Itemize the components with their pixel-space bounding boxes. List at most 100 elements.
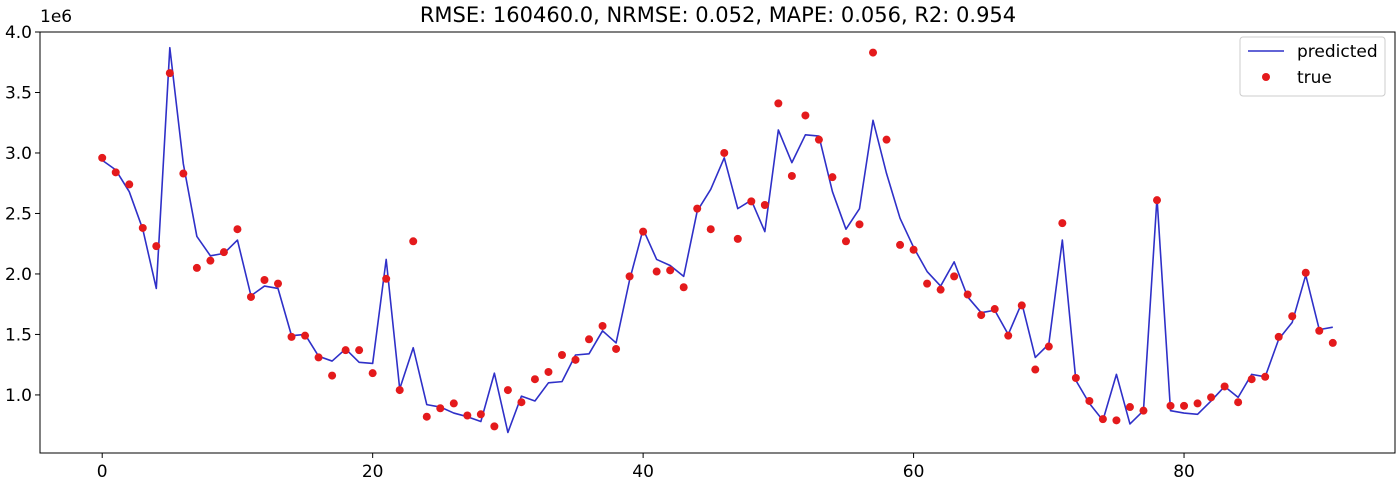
true-point bbox=[274, 279, 282, 288]
true-point bbox=[544, 367, 553, 376]
true-point bbox=[1017, 301, 1026, 310]
true-point bbox=[557, 351, 566, 360]
true-point bbox=[666, 266, 675, 275]
x-tick-label: 0 bbox=[97, 462, 108, 480]
true-point bbox=[368, 369, 377, 378]
true-point bbox=[882, 135, 891, 144]
true-point bbox=[950, 272, 959, 281]
true-point bbox=[98, 153, 107, 162]
legend-predicted-label: predicted bbox=[1297, 42, 1378, 62]
y-tick-label: 3.5 bbox=[5, 83, 32, 103]
true-point bbox=[517, 398, 526, 407]
true-point bbox=[612, 344, 621, 353]
chart-title: RMSE: 160460.0, NRMSE: 0.052, MAPE: 0.05… bbox=[420, 3, 1016, 27]
true-point bbox=[355, 346, 364, 355]
true-point bbox=[1301, 268, 1310, 277]
true-point bbox=[936, 285, 945, 294]
true-point bbox=[463, 411, 472, 420]
legend: predicted true bbox=[1239, 36, 1386, 97]
true-point bbox=[246, 292, 255, 301]
legend-true-label: true bbox=[1297, 68, 1332, 88]
true-point bbox=[1220, 382, 1229, 391]
true-point bbox=[179, 169, 188, 178]
true-point bbox=[125, 180, 134, 189]
true-point bbox=[1328, 338, 1337, 347]
true-point bbox=[598, 321, 607, 330]
true-point bbox=[409, 237, 418, 246]
true-point bbox=[111, 168, 120, 177]
y-tick-label: 1.5 bbox=[5, 325, 32, 345]
true-point bbox=[1031, 365, 1040, 374]
true-point bbox=[733, 234, 742, 243]
y-tick-label: 2.0 bbox=[5, 265, 32, 285]
true-point bbox=[990, 305, 999, 314]
true-point bbox=[1098, 415, 1107, 424]
y-tick-label: 2.5 bbox=[5, 204, 32, 224]
true-point bbox=[869, 48, 878, 57]
true-point bbox=[747, 197, 756, 206]
true-point bbox=[382, 274, 391, 283]
y-axis: 1.0 1.5 2.0 2.5 3.0 3.5 4.0 bbox=[5, 23, 40, 406]
plot-area bbox=[98, 46, 1337, 434]
true-point bbox=[720, 148, 729, 157]
series-predicted-line bbox=[101, 46, 1333, 434]
true-point bbox=[923, 279, 932, 288]
true-point bbox=[206, 256, 215, 265]
true-point bbox=[503, 386, 512, 395]
true-point bbox=[639, 227, 648, 236]
true-point bbox=[625, 272, 634, 281]
true-point bbox=[328, 371, 337, 380]
true-point bbox=[693, 204, 702, 213]
true-point bbox=[571, 355, 580, 364]
true-point bbox=[1071, 373, 1080, 382]
x-tick-label: 20 bbox=[362, 462, 384, 480]
true-point bbox=[585, 335, 594, 344]
true-point bbox=[1274, 332, 1283, 341]
true-point bbox=[1004, 331, 1013, 340]
true-point bbox=[760, 201, 769, 209]
true-point bbox=[1207, 393, 1216, 402]
true-point bbox=[233, 225, 242, 234]
true-point bbox=[679, 283, 688, 292]
true-point bbox=[1315, 326, 1324, 335]
true-point bbox=[896, 240, 905, 249]
true-point bbox=[490, 422, 499, 431]
x-tick-label: 60 bbox=[903, 462, 925, 480]
true-point bbox=[963, 290, 972, 299]
true-point bbox=[476, 410, 485, 419]
axes-frame bbox=[39, 31, 1396, 454]
true-point bbox=[219, 248, 228, 257]
true-point bbox=[1193, 399, 1202, 408]
y-tick-label: 3.0 bbox=[5, 144, 32, 164]
true-point bbox=[787, 171, 796, 180]
true-point bbox=[855, 220, 864, 229]
x-tick-label: 40 bbox=[632, 462, 654, 480]
true-point bbox=[436, 404, 445, 413]
true-point bbox=[652, 267, 661, 276]
y-tick-label: 1.0 bbox=[5, 386, 32, 406]
true-point bbox=[841, 237, 850, 246]
true-point bbox=[909, 245, 918, 254]
true-point bbox=[287, 332, 296, 341]
true-point bbox=[1112, 416, 1121, 425]
true-point bbox=[314, 353, 323, 362]
x-axis: 0 20 40 60 80 bbox=[97, 453, 1195, 480]
true-point bbox=[530, 375, 539, 384]
true-point bbox=[706, 225, 715, 234]
true-point bbox=[1234, 398, 1243, 407]
true-point bbox=[152, 242, 161, 251]
true-point bbox=[138, 223, 147, 232]
true-point bbox=[260, 276, 269, 284]
true-point bbox=[1139, 406, 1148, 415]
true-point bbox=[1261, 372, 1270, 381]
true-point bbox=[1125, 403, 1134, 412]
true-point bbox=[422, 412, 431, 421]
true-point bbox=[1166, 401, 1175, 410]
true-point bbox=[1180, 401, 1189, 410]
true-point bbox=[1058, 219, 1067, 228]
y-offset-label: 1e6 bbox=[40, 7, 72, 27]
true-point bbox=[1247, 375, 1256, 384]
x-tick-label: 80 bbox=[1173, 462, 1195, 480]
legend-true-swatch bbox=[1262, 73, 1270, 81]
